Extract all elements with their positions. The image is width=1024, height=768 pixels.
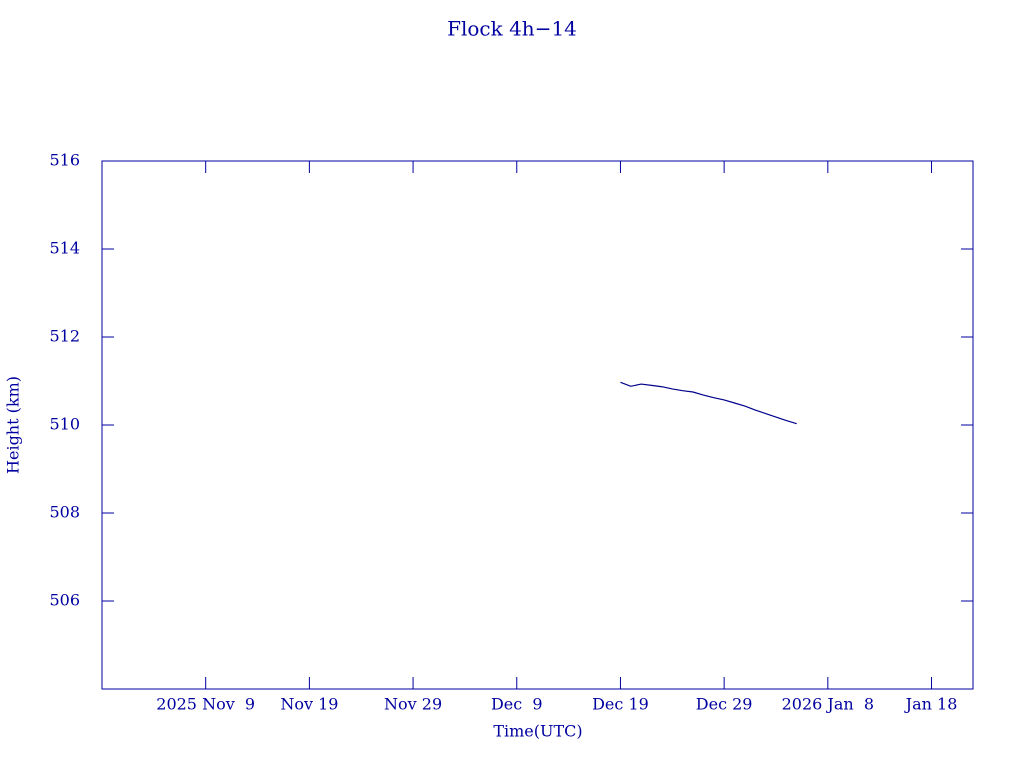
y-tick-label: 512: [49, 327, 80, 346]
x-tick-label: Jan 18: [904, 695, 958, 714]
x-tick-label: Dec 29: [696, 695, 753, 714]
y-axis-label: Height (km): [4, 376, 23, 474]
y-tick-label: 514: [49, 239, 80, 258]
x-tick-label: Dec 19: [592, 695, 649, 714]
x-tick-label: 2025 Nov 9: [156, 695, 255, 714]
y-tick-label: 510: [49, 415, 80, 434]
x-tick-label: Dec 9: [491, 695, 543, 714]
x-tick-label: Nov 29: [384, 695, 442, 714]
y-tick-label: 516: [49, 151, 80, 170]
chart-title: Flock 4h−14: [447, 17, 577, 41]
x-axis-label: Time(UTC): [493, 722, 582, 741]
plot-frame: [101, 160, 974, 690]
x-tick-label: Nov 19: [280, 695, 338, 714]
x-tick-label: 2026 Jan 8: [782, 695, 874, 714]
y-tick-label: 506: [49, 591, 80, 610]
y-tick-label: 508: [49, 503, 80, 522]
series-line: [620, 381, 797, 425]
